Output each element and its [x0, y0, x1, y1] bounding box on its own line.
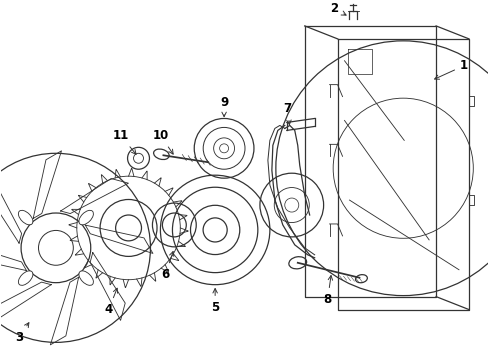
Text: 3: 3 — [15, 323, 29, 344]
Text: 6: 6 — [161, 252, 173, 281]
Text: 8: 8 — [323, 275, 332, 306]
Text: 2: 2 — [330, 3, 346, 15]
Ellipse shape — [19, 271, 33, 285]
Text: 1: 1 — [434, 59, 467, 79]
Ellipse shape — [79, 271, 93, 285]
Text: 11: 11 — [112, 129, 136, 154]
Text: 9: 9 — [220, 96, 228, 117]
Text: 5: 5 — [211, 288, 219, 314]
Text: 10: 10 — [152, 129, 173, 154]
Circle shape — [133, 153, 143, 163]
Ellipse shape — [153, 149, 169, 159]
Ellipse shape — [79, 210, 93, 225]
Ellipse shape — [288, 257, 306, 269]
Ellipse shape — [19, 210, 33, 225]
Text: 4: 4 — [104, 288, 117, 316]
Ellipse shape — [355, 275, 366, 283]
Circle shape — [127, 147, 149, 169]
Text: 7: 7 — [283, 102, 291, 125]
